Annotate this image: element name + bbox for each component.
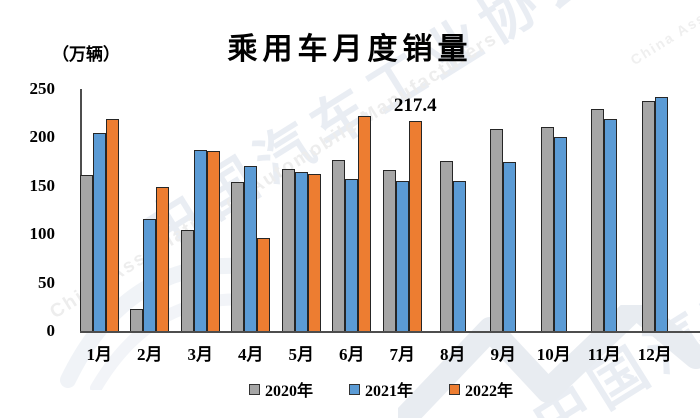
- x-axis-label: 1月: [86, 345, 113, 364]
- plot-area: 1月 2月 3月 4月 5月 6月 217.4 7月 8月 9月 10月 11月 12月 0 50 100 1…: [30, 79, 700, 364]
- x-axis-label: 8月: [440, 345, 466, 364]
- x-axis-label: 6月: [339, 345, 365, 364]
- y-axis-tick-label: 100: [29, 224, 56, 244]
- bar-2021年-8月: [452, 180, 466, 331]
- y-axis-unit-label: （万辆）: [52, 45, 120, 64]
- bar-2021年-6月: [345, 179, 359, 331]
- x-axis-label: 3月: [187, 345, 214, 364]
- month-group-4月: 4月: [226, 89, 277, 364]
- bar-2020年-12月: [641, 101, 655, 331]
- legend-swatch-icon: [449, 383, 460, 395]
- legend-item-2020年: 2020年: [248, 377, 313, 401]
- legend: 2020年 2021年 2022年: [0, 377, 700, 401]
- legend-label: 2022年: [465, 383, 514, 400]
- x-axis-label: 12月: [637, 345, 672, 364]
- month-group-1月: 1月: [74, 89, 125, 364]
- bar-2020年-2月: [130, 309, 144, 331]
- bar-2022年-6月: [358, 115, 372, 331]
- y-axis-tick-label: 150: [29, 175, 56, 195]
- bar-2020年-6月: [332, 160, 346, 331]
- bar-2021年-9月: [503, 161, 517, 331]
- data-label: 217.4: [393, 94, 437, 116]
- month-group-3月: 3月: [175, 89, 226, 364]
- x-axis-label: 2月: [137, 345, 163, 364]
- bar-2021年-1月: [92, 133, 106, 331]
- y-axis-tick-label: 250: [29, 79, 56, 98]
- bar-2021年-7月: [395, 180, 409, 331]
- legend-item-2021年: 2021年: [348, 377, 413, 401]
- y-axis-tick-label: 0: [46, 321, 56, 340]
- month-group-9月: 9月: [478, 89, 529, 364]
- bar-2020年-11月: [591, 108, 605, 331]
- month-group-6月: 6月: [327, 89, 378, 364]
- bar-2021年-12月: [654, 96, 668, 331]
- legend-label: 2021年: [364, 383, 413, 400]
- x-axis-label: 10月: [536, 345, 571, 364]
- bar-2022年-2月: [156, 187, 170, 331]
- bar-2020年-1月: [79, 174, 93, 331]
- bar-2022年-3月: [206, 150, 220, 331]
- bar-2020年-4月: [231, 182, 245, 331]
- bar-groups: 1月 2月 3月 4月 5月 6月 217.4 7月 8月 9月 10月 11月 12月: [74, 89, 681, 364]
- bar-2021年-2月: [143, 219, 157, 331]
- x-axis-label: 5月: [288, 345, 315, 364]
- x-axis-label: 11月: [587, 345, 621, 364]
- bar-2022年-5月: [307, 173, 321, 331]
- bar-2020年-7月: [382, 169, 396, 331]
- bar-2022年-7月: 217.4: [394, 95, 437, 331]
- y-axis-tick-label: 200: [29, 127, 56, 147]
- bar-2020年-8月: [439, 161, 453, 331]
- bar-2021年-11月: [604, 118, 618, 331]
- bar-2020年-10月: [540, 126, 554, 331]
- month-group-7月: 217.4 7月: [377, 89, 437, 364]
- bar-2020年-5月: [281, 168, 295, 331]
- month-group-5月: 5月: [276, 89, 327, 364]
- month-group-2月: 2月: [125, 89, 176, 364]
- bar-2021年-4月: [244, 166, 258, 331]
- x-axis-label: 9月: [490, 345, 517, 364]
- x-axis-label: 7月: [389, 345, 416, 364]
- bar-2021年-3月: [193, 149, 207, 331]
- bar-2020年-3月: [180, 230, 194, 331]
- month-group-10月: 10月: [529, 89, 580, 364]
- month-group-12月: 12月: [630, 89, 681, 364]
- legend-item-2022年: 2022年: [449, 377, 513, 401]
- month-group-8月: 8月: [428, 89, 479, 364]
- bar-2022年-1月: [105, 119, 119, 331]
- legend-swatch-icon: [348, 383, 360, 395]
- y-axis-tick-label: 50: [38, 272, 55, 292]
- month-group-11月: 11月: [579, 89, 630, 364]
- x-axis-label: 4月: [238, 345, 264, 364]
- chart-title: 乘用车月度销量: [227, 33, 473, 66]
- bar-2022年-4月: [257, 237, 271, 331]
- legend-swatch-icon: [248, 383, 260, 395]
- bar-2021年-5月: [294, 171, 308, 331]
- legend-label: 2020年: [264, 383, 313, 400]
- bar-2020年-9月: [490, 128, 504, 331]
- bar-2021年-10月: [553, 137, 567, 331]
